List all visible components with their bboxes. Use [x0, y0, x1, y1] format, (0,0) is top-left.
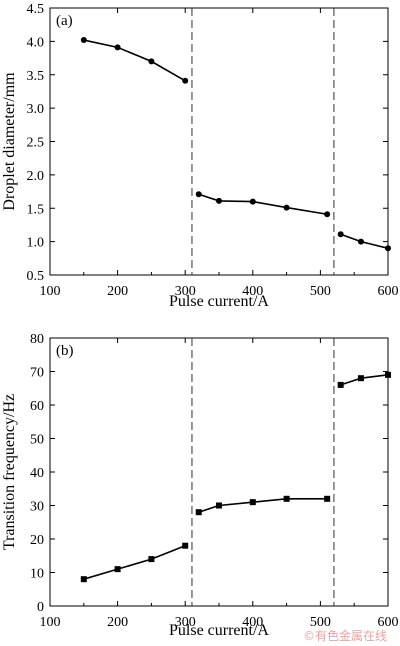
x-axis-label: Pulse current/A [169, 293, 269, 310]
data-point [357, 238, 364, 245]
y-tick-label: 50 [30, 433, 44, 448]
y-tick-label: 1.5 [27, 202, 45, 217]
data-point [195, 509, 202, 516]
x-tick-label: 300 [175, 284, 196, 299]
plot-frame [49, 7, 389, 276]
y-tick-label: 40 [30, 466, 44, 481]
plot-frame [49, 337, 389, 607]
x-tick-label: 100 [40, 284, 61, 299]
series-line-segment-1 [83, 544, 186, 580]
panel-b-transition-frequency: 100 200 300 400 500 600 0 10 20 30 40 50 60 70 80 Pulse… [1, 332, 399, 639]
data-point [337, 231, 344, 238]
data-point [283, 495, 290, 502]
data-point [249, 499, 256, 506]
x-tick-label: 600 [378, 615, 399, 630]
x-tick-label: 400 [242, 284, 263, 299]
panel-tag: (b) [56, 343, 74, 359]
y-tick-label: 2.5 [27, 136, 45, 151]
panel-tag: (a) [56, 13, 73, 29]
x-tick-label: 100 [40, 615, 61, 630]
y-tick-label: 80 [30, 332, 44, 347]
data-point [357, 375, 364, 382]
x-tick-label: 600 [378, 284, 399, 299]
data-point [80, 576, 87, 583]
data-point [324, 495, 331, 502]
y-tick-label: 1.0 [27, 236, 45, 251]
data-point [283, 204, 290, 211]
y-tick-label: 70 [30, 366, 44, 381]
x-tick-label: 200 [107, 615, 128, 630]
data-point [182, 542, 189, 549]
data-point [182, 77, 189, 84]
data-point [80, 37, 87, 44]
y-tick-label: 20 [30, 533, 44, 548]
x-axis-label: Pulse current/A [169, 622, 269, 639]
y-tick-label: 4.0 [27, 35, 45, 50]
data-point [148, 58, 155, 65]
data-point [114, 44, 121, 51]
y-axis-label: Transition frequency/Hz [1, 394, 18, 550]
y-axis-label: Droplet diameter/mm [1, 72, 18, 211]
panel-a-droplet-diameter: 100 200 300 400 500 600 0.5 1.0 1.5 2.0 2.5 3.0 3.5 4… [1, 2, 399, 310]
y-tick-label: 3.5 [27, 69, 45, 84]
y-tick-label: 60 [30, 399, 44, 414]
data-point [216, 502, 222, 509]
data-point [324, 211, 331, 218]
data-point [195, 191, 202, 198]
series-line-segment-3 [340, 374, 389, 386]
x-tick-label: 400 [242, 615, 263, 630]
series-line-segment-2 [198, 193, 328, 216]
series-line-segment-3 [340, 233, 389, 250]
x-tick-label: 300 [175, 615, 196, 630]
data-point [216, 197, 222, 204]
data-point [148, 556, 155, 563]
data-point [114, 566, 121, 573]
data-point [385, 371, 391, 378]
y-tick-label: 30 [30, 500, 44, 515]
y-tick-label: 2.0 [27, 169, 45, 184]
x-tick-label: 500 [310, 284, 331, 299]
data-point [385, 245, 391, 252]
y-tick-label: 10 [30, 567, 44, 582]
x-tick-label: 500 [310, 615, 331, 630]
data-point [337, 381, 344, 388]
y-tick-label: 3.0 [27, 102, 45, 117]
y-tick-label: 0 [37, 600, 44, 615]
x-tick-label: 200 [107, 284, 128, 299]
series-line-segment-1 [83, 39, 186, 82]
y-tick-label: 0.5 [27, 269, 45, 284]
data-point [249, 198, 256, 205]
watermark: ©有色金属在线 [303, 628, 387, 643]
y-tick-label: 4.5 [27, 2, 45, 17]
